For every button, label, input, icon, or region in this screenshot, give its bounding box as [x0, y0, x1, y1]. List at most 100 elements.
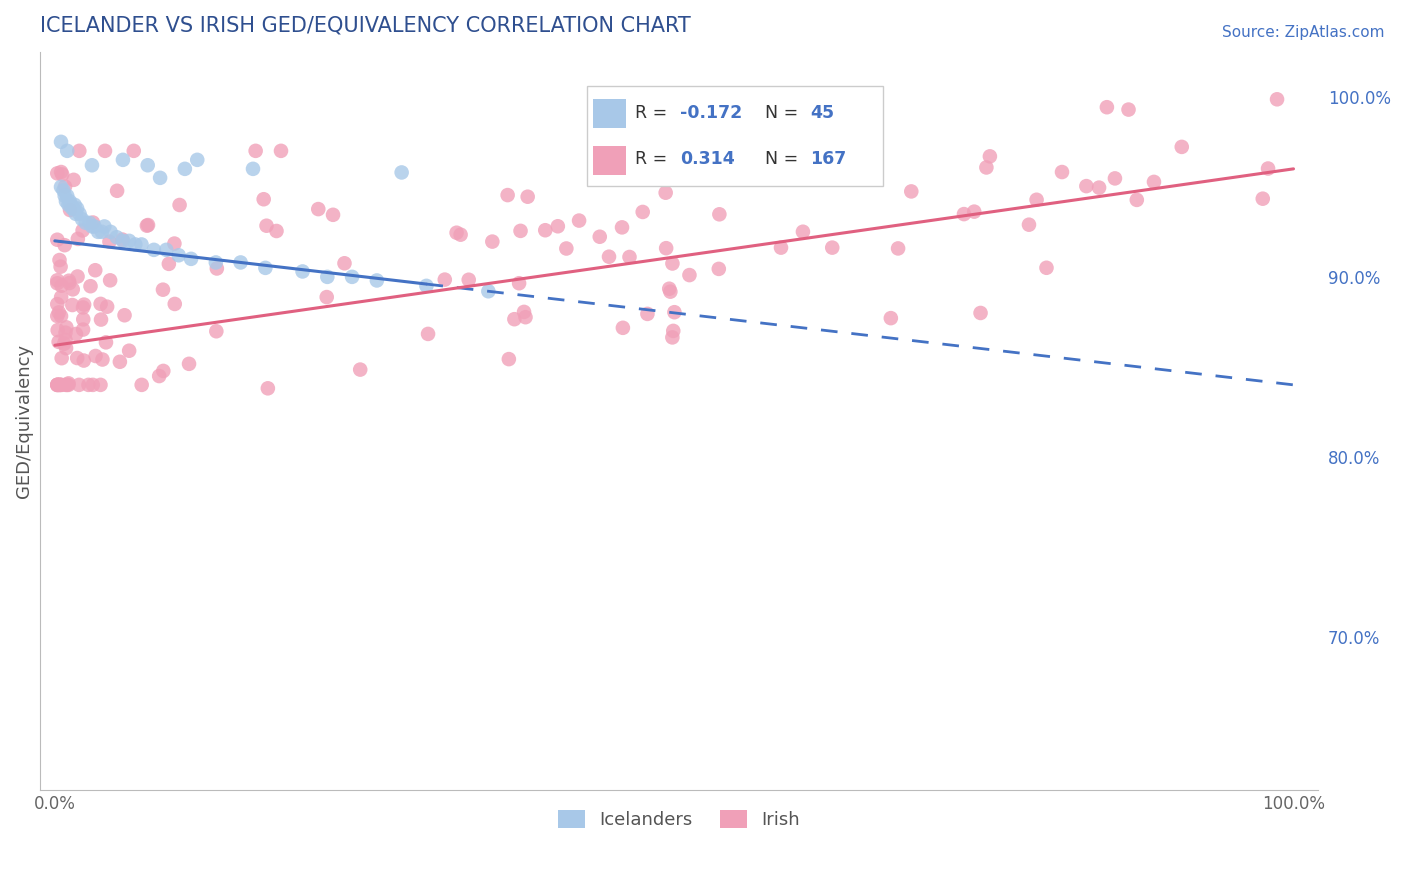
- Point: [53, 189, 76, 203]
- Point: [73, 353, 96, 368]
- Point: [142, 243, 165, 257]
- Point: [80, 219, 103, 234]
- Text: ICELANDER VS IRISH GED/EQUIVALENCY CORRELATION CHART: ICELANDER VS IRISH GED/EQUIVALENCY CORRE…: [39, 15, 690, 35]
- Point: [661, 256, 683, 270]
- Point: [111, 234, 134, 248]
- Point: [58, 198, 80, 212]
- Point: [658, 282, 681, 296]
- Point: [610, 220, 633, 235]
- Point: [49, 309, 72, 323]
- Point: [1025, 193, 1047, 207]
- Point: [433, 272, 456, 286]
- Point: [73, 297, 96, 311]
- Point: [256, 219, 278, 233]
- Point: [173, 161, 195, 176]
- Point: [48, 253, 70, 268]
- Text: Source: ZipAtlas.com: Source: ZipAtlas.com: [1222, 25, 1385, 40]
- Point: [612, 321, 634, 335]
- Point: [49, 179, 72, 194]
- Point: [650, 144, 672, 158]
- Point: [316, 269, 339, 284]
- Point: [163, 297, 186, 311]
- Point: [51, 168, 73, 182]
- Point: [46, 377, 69, 392]
- Point: [186, 153, 208, 167]
- Point: [844, 161, 866, 176]
- Point: [62, 173, 84, 187]
- Point: [84, 349, 107, 363]
- Point: [80, 158, 103, 172]
- Point: [157, 257, 180, 271]
- Point: [83, 219, 105, 234]
- Point: [547, 219, 569, 234]
- Point: [46, 273, 69, 287]
- Point: [111, 153, 134, 167]
- Point: [93, 219, 115, 234]
- Point: [880, 311, 903, 326]
- Point: [66, 269, 89, 284]
- Point: [167, 248, 190, 262]
- Point: [55, 194, 77, 209]
- Point: [477, 285, 499, 299]
- Point: [55, 326, 77, 340]
- Point: [457, 273, 479, 287]
- FancyBboxPatch shape: [586, 86, 883, 186]
- Point: [786, 93, 808, 107]
- Point: [118, 234, 141, 248]
- Point: [678, 268, 700, 282]
- Point: [1095, 100, 1118, 114]
- Point: [654, 186, 676, 200]
- Point: [60, 202, 83, 216]
- Point: [79, 279, 101, 293]
- Point: [266, 224, 288, 238]
- Point: [516, 190, 538, 204]
- Point: [108, 355, 131, 369]
- Point: [333, 256, 356, 270]
- Text: R =: R =: [636, 150, 672, 168]
- Point: [1118, 103, 1140, 117]
- Point: [792, 225, 814, 239]
- Point: [58, 377, 80, 392]
- Point: [254, 260, 277, 275]
- Point: [55, 377, 77, 392]
- Point: [62, 282, 84, 296]
- Point: [900, 185, 922, 199]
- Point: [631, 205, 654, 219]
- Point: [772, 107, 794, 121]
- Point: [149, 170, 172, 185]
- Point: [72, 301, 94, 315]
- Y-axis label: GED/Equivalency: GED/Equivalency: [15, 343, 32, 498]
- Point: [416, 326, 439, 341]
- Point: [1104, 171, 1126, 186]
- Point: [1257, 161, 1279, 176]
- Point: [391, 165, 413, 179]
- Point: [664, 305, 686, 319]
- Text: -0.172: -0.172: [681, 104, 742, 122]
- Point: [662, 324, 685, 338]
- Point: [51, 351, 73, 366]
- Point: [291, 264, 314, 278]
- Point: [46, 233, 69, 247]
- Point: [1076, 179, 1098, 194]
- Bar: [592, 99, 626, 128]
- Text: N =: N =: [765, 104, 804, 122]
- Point: [65, 207, 87, 221]
- Point: [1018, 218, 1040, 232]
- Point: [51, 377, 73, 392]
- Point: [98, 235, 121, 249]
- Point: [55, 341, 77, 355]
- Point: [53, 179, 76, 194]
- Point: [307, 202, 329, 216]
- Point: [67, 144, 90, 158]
- Point: [270, 144, 292, 158]
- Point: [56, 377, 79, 392]
- Point: [52, 184, 75, 198]
- Point: [496, 188, 519, 202]
- Point: [155, 243, 177, 257]
- Point: [82, 377, 104, 392]
- Point: [82, 215, 104, 229]
- Point: [46, 377, 69, 392]
- Text: R =: R =: [636, 104, 672, 122]
- Point: [84, 263, 107, 277]
- Point: [56, 189, 79, 203]
